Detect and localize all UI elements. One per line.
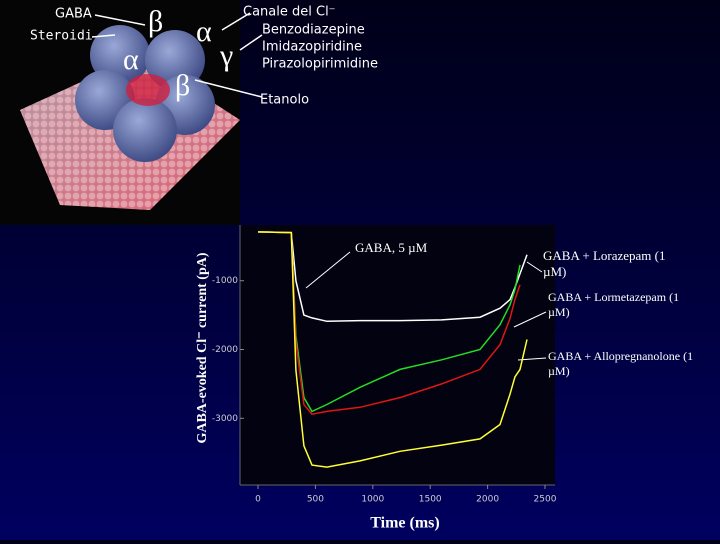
y-tick-label: -2000	[212, 345, 238, 355]
label-modulator: Benzodiazepine	[262, 23, 365, 38]
receptor-subunits	[75, 25, 215, 162]
series-line	[257, 231, 521, 416]
plot-area	[240, 225, 555, 485]
y-axis-label: GABA-evoked Cl⁻ current (pA)	[195, 252, 210, 443]
x-tick-label: 2500	[534, 495, 557, 505]
x-tick-label: 2000	[476, 495, 499, 505]
series-line	[257, 231, 528, 468]
y-tick-label: -1000	[212, 276, 238, 286]
label-steroidi: Steroidi	[30, 29, 93, 44]
label-canale: Canale del Cl⁻	[243, 5, 336, 20]
label-modulator: Etanolo	[260, 93, 309, 108]
x-tick-label: 1000	[361, 495, 384, 505]
label-modulator: Imidazopiridine	[262, 40, 362, 55]
receptor-pointers	[91, 12, 263, 98]
y-tick-label: -3000	[212, 414, 238, 424]
x-tick-label: 1500	[419, 495, 442, 505]
series-label: GABA + Allopregnanolone (1 µM)	[548, 349, 694, 378]
series-line	[257, 231, 521, 413]
series-label: GABA + Lorazepam (1 µM)	[543, 248, 666, 279]
label-gaba: GABA	[55, 7, 92, 22]
label-alpha: α	[123, 43, 139, 76]
x-tick-label: 500	[307, 495, 324, 505]
x-axis-label: Time (ms)	[370, 515, 439, 532]
label-modulator: Pirazolopirimidine	[262, 57, 378, 72]
series-label: GABA + Lormetazepam (1 µM)	[548, 290, 680, 319]
label-gamma: γ	[219, 39, 233, 72]
label-beta: β	[175, 69, 190, 102]
series-line	[257, 231, 528, 323]
series-label: GABA, 5 µM	[355, 240, 428, 255]
label-beta: β	[148, 5, 163, 38]
label-alpha: α	[196, 15, 212, 48]
x-tick-label: 0	[255, 495, 261, 505]
